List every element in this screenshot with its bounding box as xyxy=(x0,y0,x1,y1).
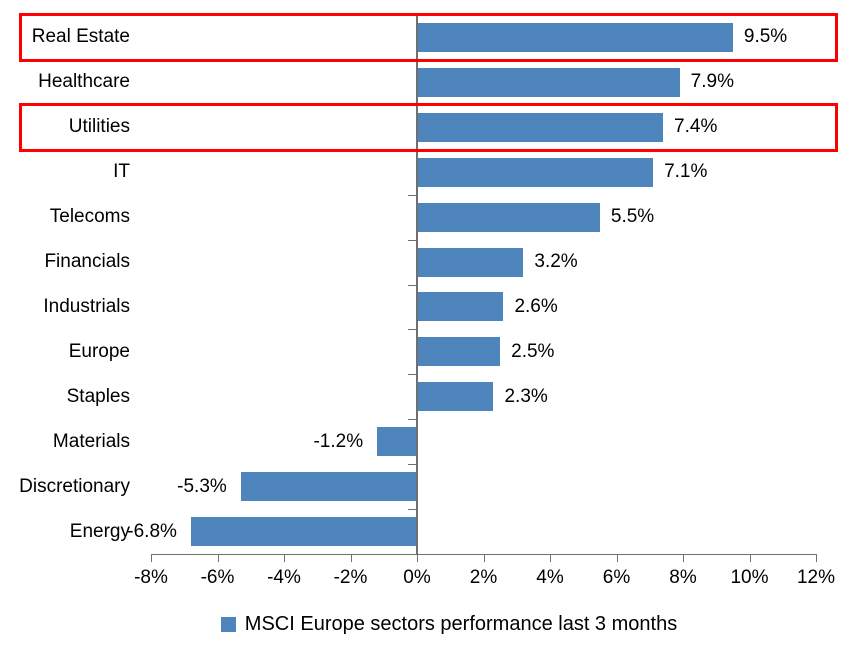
category-axis-line xyxy=(416,15,418,554)
bar-row: Energy -6.8% xyxy=(0,509,852,554)
category-label: Energy xyxy=(69,520,130,542)
category-label: Staples xyxy=(66,385,130,407)
x-tick-label: 6% xyxy=(602,567,631,588)
bar xyxy=(417,292,504,322)
bar-row: Healthcare 7.9% xyxy=(0,60,852,105)
x-tick-label: -4% xyxy=(267,567,301,588)
category-axis-tick xyxy=(408,509,417,511)
legend-marker-icon xyxy=(220,617,236,632)
x-tick-label: 12% xyxy=(796,567,836,588)
category-axis-tick xyxy=(408,239,417,241)
bar-row: Real Estate 9.5% xyxy=(0,15,852,60)
data-label: 2.3% xyxy=(504,385,548,407)
data-label: 7.1% xyxy=(664,161,708,183)
data-label: 2.6% xyxy=(514,295,558,317)
value-axis-tick xyxy=(683,554,684,562)
bar xyxy=(417,382,494,412)
x-tick-label: -6% xyxy=(200,567,235,588)
category-axis-tick xyxy=(408,329,417,331)
bar-row: Industrials 2.6% xyxy=(0,285,852,330)
bar-row: IT 7.1% xyxy=(0,150,852,195)
bar xyxy=(417,112,664,142)
bar-row: Materials -1.2% xyxy=(0,419,852,464)
x-tick-label: -8% xyxy=(134,567,168,588)
bar-row: Europe 2.5% xyxy=(0,329,852,374)
x-tick-label: 0% xyxy=(403,567,431,588)
category-label: Europe xyxy=(68,340,130,362)
category-axis-tick xyxy=(408,194,417,196)
x-tick-label: 8% xyxy=(669,567,697,588)
category-label: IT xyxy=(113,161,130,183)
bar xyxy=(190,517,417,547)
x-tick-label: 10% xyxy=(730,567,769,588)
legend-label: MSCI Europe sectors performance last 3 m… xyxy=(244,613,678,635)
category-label: Telecoms xyxy=(49,206,130,228)
value-axis-tick xyxy=(550,554,551,562)
bar-row: Discretionary -5.3% xyxy=(0,464,852,509)
category-label: Utilities xyxy=(68,116,130,138)
value-axis-tick xyxy=(483,554,485,562)
data-label: 3.2% xyxy=(534,251,578,273)
data-label: 7.4% xyxy=(674,116,718,138)
value-axis-tick xyxy=(217,554,219,562)
data-label: -5.3% xyxy=(177,475,227,497)
data-label: -6.8% xyxy=(127,520,177,542)
bar xyxy=(417,157,654,187)
bar-row: Staples 2.3% xyxy=(0,374,852,419)
value-axis-tick xyxy=(151,554,152,562)
highlight-box xyxy=(19,102,838,152)
data-label: 9.5% xyxy=(743,26,788,48)
x-tick-label: -2% xyxy=(333,567,368,588)
data-label: -1.2% xyxy=(313,430,364,452)
bar xyxy=(240,472,417,502)
category-label: Financials xyxy=(44,251,130,273)
value-axis-tick xyxy=(350,554,352,562)
value-axis-tick xyxy=(616,554,618,562)
bar xyxy=(417,67,680,97)
category-label: Industrials xyxy=(43,295,130,317)
value-axis-tick xyxy=(749,554,751,562)
x-tick-label: 2% xyxy=(469,567,498,588)
bar-row: Telecoms 5.5% xyxy=(0,195,852,240)
category-label: Materials xyxy=(52,430,130,452)
category-axis-tick xyxy=(408,419,417,421)
legend: MSCI Europe sectors performance last 3 m… xyxy=(0,611,852,638)
value-axis-tick xyxy=(417,554,418,562)
category-axis-tick xyxy=(408,374,417,376)
bar xyxy=(417,337,501,367)
data-label: 2.5% xyxy=(511,340,555,362)
bar xyxy=(417,247,524,277)
value-axis-tick xyxy=(816,554,817,562)
data-label: 7.9% xyxy=(690,71,734,93)
category-label: Real Estate xyxy=(31,26,130,48)
bar xyxy=(417,202,600,232)
bar xyxy=(377,427,417,457)
category-label: Healthcare xyxy=(38,71,130,93)
data-label: 5.5% xyxy=(610,206,655,228)
category-label: Discretionary xyxy=(19,475,130,497)
x-tick-label: 4% xyxy=(536,567,564,588)
bar-row: Financials 3.2% xyxy=(0,240,852,285)
value-axis-tick xyxy=(284,554,285,562)
category-axis-tick xyxy=(408,464,417,466)
bar xyxy=(417,22,733,52)
category-axis-tick xyxy=(408,284,417,286)
highlight-box xyxy=(19,13,838,62)
bar-row: Utilities 7.4% xyxy=(0,105,852,150)
